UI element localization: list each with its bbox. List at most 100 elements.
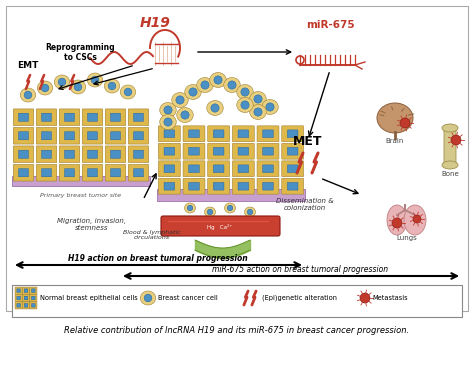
FancyBboxPatch shape bbox=[24, 296, 28, 300]
Circle shape bbox=[164, 118, 172, 126]
FancyBboxPatch shape bbox=[82, 109, 103, 126]
FancyBboxPatch shape bbox=[282, 161, 304, 177]
Circle shape bbox=[207, 209, 213, 215]
FancyBboxPatch shape bbox=[18, 169, 28, 177]
FancyBboxPatch shape bbox=[59, 146, 80, 163]
FancyBboxPatch shape bbox=[13, 164, 34, 181]
FancyBboxPatch shape bbox=[257, 143, 279, 159]
FancyBboxPatch shape bbox=[32, 289, 35, 292]
FancyBboxPatch shape bbox=[13, 128, 34, 144]
Circle shape bbox=[58, 78, 66, 86]
FancyBboxPatch shape bbox=[134, 169, 144, 177]
Ellipse shape bbox=[207, 100, 223, 116]
Ellipse shape bbox=[140, 291, 155, 305]
FancyBboxPatch shape bbox=[42, 113, 52, 121]
FancyBboxPatch shape bbox=[24, 304, 28, 307]
Text: (Epi)genetic alteration: (Epi)genetic alteration bbox=[262, 295, 337, 301]
FancyBboxPatch shape bbox=[59, 109, 80, 126]
FancyBboxPatch shape bbox=[12, 285, 462, 317]
FancyBboxPatch shape bbox=[158, 126, 180, 142]
Text: Bone: Bone bbox=[441, 171, 459, 177]
FancyBboxPatch shape bbox=[110, 150, 120, 158]
Ellipse shape bbox=[225, 203, 236, 213]
FancyBboxPatch shape bbox=[183, 178, 205, 194]
Circle shape bbox=[392, 218, 402, 228]
Circle shape bbox=[181, 111, 189, 119]
FancyBboxPatch shape bbox=[15, 302, 22, 309]
Ellipse shape bbox=[184, 203, 195, 213]
Ellipse shape bbox=[120, 85, 136, 99]
FancyBboxPatch shape bbox=[15, 294, 22, 302]
FancyBboxPatch shape bbox=[42, 169, 52, 177]
Circle shape bbox=[227, 205, 233, 211]
FancyBboxPatch shape bbox=[164, 182, 174, 190]
Ellipse shape bbox=[172, 93, 188, 107]
Text: miR-675: miR-675 bbox=[306, 20, 354, 30]
Ellipse shape bbox=[237, 97, 253, 113]
FancyBboxPatch shape bbox=[64, 132, 74, 140]
FancyBboxPatch shape bbox=[263, 147, 273, 155]
Circle shape bbox=[74, 83, 82, 91]
Circle shape bbox=[247, 209, 253, 215]
FancyBboxPatch shape bbox=[128, 109, 149, 126]
FancyBboxPatch shape bbox=[238, 130, 249, 138]
FancyBboxPatch shape bbox=[183, 143, 205, 159]
Circle shape bbox=[241, 101, 249, 109]
FancyBboxPatch shape bbox=[105, 164, 126, 181]
Ellipse shape bbox=[55, 75, 70, 89]
FancyBboxPatch shape bbox=[263, 165, 273, 173]
FancyBboxPatch shape bbox=[287, 165, 298, 173]
Circle shape bbox=[241, 88, 249, 96]
Text: Primary breast tumor site: Primary breast tumor site bbox=[40, 193, 121, 198]
Ellipse shape bbox=[210, 72, 226, 88]
FancyBboxPatch shape bbox=[17, 304, 20, 307]
Circle shape bbox=[214, 76, 222, 84]
FancyBboxPatch shape bbox=[15, 287, 22, 294]
FancyBboxPatch shape bbox=[189, 165, 199, 173]
FancyBboxPatch shape bbox=[134, 113, 144, 121]
FancyBboxPatch shape bbox=[105, 128, 126, 144]
Ellipse shape bbox=[442, 124, 458, 132]
FancyBboxPatch shape bbox=[88, 169, 98, 177]
FancyBboxPatch shape bbox=[32, 296, 35, 300]
Circle shape bbox=[108, 82, 116, 90]
Ellipse shape bbox=[404, 205, 426, 235]
FancyBboxPatch shape bbox=[208, 178, 229, 194]
FancyBboxPatch shape bbox=[287, 147, 298, 155]
FancyBboxPatch shape bbox=[282, 143, 304, 159]
Text: Normal breast epithelial cells: Normal breast epithelial cells bbox=[40, 295, 138, 301]
Circle shape bbox=[211, 104, 219, 112]
Circle shape bbox=[144, 294, 152, 302]
FancyBboxPatch shape bbox=[213, 130, 224, 138]
Text: Breast cancer cell: Breast cancer cell bbox=[158, 295, 218, 301]
Ellipse shape bbox=[377, 103, 413, 133]
Ellipse shape bbox=[160, 115, 176, 129]
Text: EMT: EMT bbox=[18, 61, 39, 70]
Text: Metastasis: Metastasis bbox=[372, 295, 408, 301]
FancyBboxPatch shape bbox=[161, 216, 280, 236]
Circle shape bbox=[254, 108, 262, 116]
Ellipse shape bbox=[104, 79, 120, 93]
Ellipse shape bbox=[160, 103, 176, 117]
FancyBboxPatch shape bbox=[42, 150, 52, 158]
Text: H19: H19 bbox=[139, 16, 171, 30]
Circle shape bbox=[176, 96, 184, 104]
FancyBboxPatch shape bbox=[158, 143, 180, 159]
Circle shape bbox=[254, 95, 262, 103]
FancyBboxPatch shape bbox=[64, 113, 74, 121]
FancyBboxPatch shape bbox=[110, 113, 120, 121]
Circle shape bbox=[187, 205, 193, 211]
FancyBboxPatch shape bbox=[213, 147, 224, 155]
Ellipse shape bbox=[442, 161, 458, 169]
FancyBboxPatch shape bbox=[208, 161, 229, 177]
FancyBboxPatch shape bbox=[59, 164, 80, 181]
FancyBboxPatch shape bbox=[12, 176, 150, 186]
FancyBboxPatch shape bbox=[22, 287, 29, 294]
Ellipse shape bbox=[70, 80, 86, 94]
FancyBboxPatch shape bbox=[18, 150, 28, 158]
Text: Brain: Brain bbox=[386, 138, 404, 144]
FancyBboxPatch shape bbox=[22, 294, 29, 302]
FancyBboxPatch shape bbox=[105, 146, 126, 163]
FancyBboxPatch shape bbox=[238, 147, 249, 155]
FancyBboxPatch shape bbox=[17, 289, 20, 292]
